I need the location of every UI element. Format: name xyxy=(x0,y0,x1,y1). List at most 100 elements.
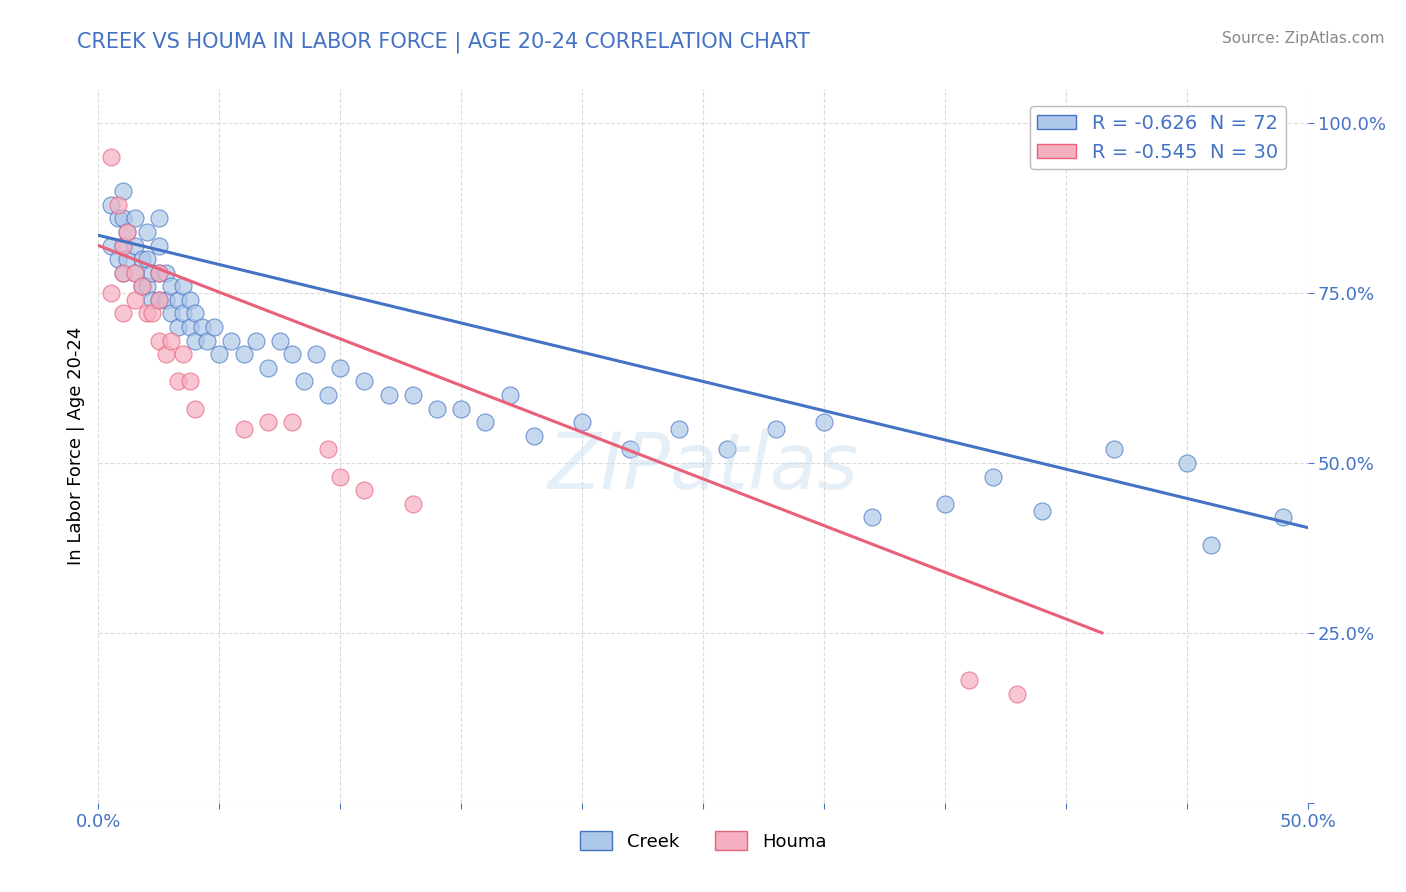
Point xyxy=(160,334,183,348)
Point xyxy=(316,442,339,457)
Point xyxy=(329,469,352,483)
Point xyxy=(245,334,267,348)
Point xyxy=(1007,687,1029,701)
Point xyxy=(167,375,190,389)
Point xyxy=(160,279,183,293)
Point xyxy=(135,306,157,320)
Point xyxy=(179,320,201,334)
Point xyxy=(124,266,146,280)
Point xyxy=(232,422,254,436)
Point xyxy=(148,293,170,307)
Point xyxy=(353,483,375,498)
Point xyxy=(141,266,163,280)
Point xyxy=(107,211,129,226)
Point xyxy=(131,279,153,293)
Point xyxy=(402,388,425,402)
Text: Source: ZipAtlas.com: Source: ZipAtlas.com xyxy=(1222,31,1385,46)
Point xyxy=(204,320,226,334)
Point xyxy=(167,293,190,307)
Point xyxy=(100,286,122,301)
Point xyxy=(523,429,546,443)
Point xyxy=(172,347,194,361)
Point xyxy=(668,422,690,436)
Point xyxy=(184,306,207,320)
Point xyxy=(281,347,304,361)
Point xyxy=(124,211,146,226)
Point xyxy=(256,360,278,375)
Point xyxy=(155,266,177,280)
Point xyxy=(148,266,170,280)
Point xyxy=(155,347,177,361)
Point xyxy=(111,266,134,280)
Point xyxy=(292,375,315,389)
Point xyxy=(957,673,980,688)
Point xyxy=(860,510,883,524)
Point xyxy=(450,401,472,416)
Point xyxy=(195,334,218,348)
Point xyxy=(100,198,122,212)
Point xyxy=(131,252,153,266)
Y-axis label: In Labor Force | Age 20-24: In Labor Force | Age 20-24 xyxy=(66,326,84,566)
Point xyxy=(172,306,194,320)
Point xyxy=(716,442,738,457)
Point xyxy=(329,360,352,375)
Point xyxy=(256,415,278,429)
Point xyxy=(135,225,157,239)
Point xyxy=(111,211,134,226)
Point xyxy=(124,266,146,280)
Point xyxy=(619,442,641,457)
Point xyxy=(111,266,134,280)
Point xyxy=(111,238,134,252)
Point xyxy=(124,238,146,252)
Point xyxy=(179,293,201,307)
Point xyxy=(148,238,170,252)
Point xyxy=(148,266,170,280)
Point xyxy=(305,347,328,361)
Point xyxy=(765,422,787,436)
Legend: R = -0.626  N = 72, R = -0.545  N = 30: R = -0.626 N = 72, R = -0.545 N = 30 xyxy=(1029,106,1285,169)
Point xyxy=(474,415,496,429)
Point xyxy=(498,388,520,402)
Point xyxy=(208,347,231,361)
Point xyxy=(135,279,157,293)
Point xyxy=(160,306,183,320)
Point xyxy=(813,415,835,429)
Point xyxy=(1031,503,1053,517)
Point xyxy=(100,238,122,252)
Point xyxy=(269,334,291,348)
Point xyxy=(1199,537,1222,551)
Point xyxy=(377,388,399,402)
Point xyxy=(111,184,134,198)
Point xyxy=(117,225,139,239)
Text: ZIPatlas: ZIPatlas xyxy=(547,429,859,506)
Point xyxy=(191,320,214,334)
Point xyxy=(141,306,163,320)
Point xyxy=(117,252,139,266)
Point xyxy=(131,279,153,293)
Point xyxy=(135,252,157,266)
Point xyxy=(148,211,170,226)
Point xyxy=(1102,442,1125,457)
Point xyxy=(353,375,375,389)
Point xyxy=(155,293,177,307)
Point xyxy=(141,293,163,307)
Point xyxy=(100,150,122,164)
Point xyxy=(117,225,139,239)
Point xyxy=(1272,510,1295,524)
Point xyxy=(172,279,194,293)
Point xyxy=(402,497,425,511)
Point xyxy=(981,469,1004,483)
Point xyxy=(316,388,339,402)
Point xyxy=(571,415,593,429)
Point xyxy=(184,334,207,348)
Point xyxy=(167,320,190,334)
Point xyxy=(111,306,134,320)
Point xyxy=(148,293,170,307)
Point xyxy=(107,252,129,266)
Point xyxy=(232,347,254,361)
Point xyxy=(124,293,146,307)
Text: CREEK VS HOUMA IN LABOR FORCE | AGE 20-24 CORRELATION CHART: CREEK VS HOUMA IN LABOR FORCE | AGE 20-2… xyxy=(77,31,810,53)
Point xyxy=(426,401,449,416)
Point xyxy=(1175,456,1198,470)
Point xyxy=(179,375,201,389)
